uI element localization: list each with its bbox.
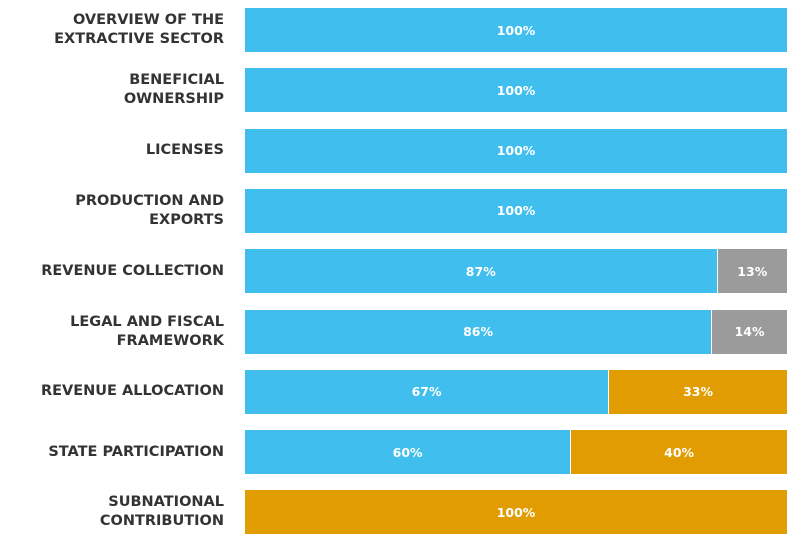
bar-segment: 100% xyxy=(245,8,787,52)
value-label: 100% xyxy=(496,82,536,98)
category-label: OVERVIEW OF THE EXTRACTIVE SECTOR xyxy=(54,12,224,47)
bar-segment: 100% xyxy=(245,490,787,534)
bar-segment: 100% xyxy=(245,128,787,173)
category-label: REVENUE COLLECTION xyxy=(41,262,224,279)
bar-segment: 100% xyxy=(245,188,787,233)
bar-segment: 86% xyxy=(245,309,712,354)
bar-segment: 40% xyxy=(570,430,787,475)
bar-segment: 67% xyxy=(245,369,609,414)
value-label: 40% xyxy=(664,444,695,460)
bar-segment: 13% xyxy=(716,249,787,294)
bar-segment: 100% xyxy=(245,68,787,113)
bar-segment: 14% xyxy=(711,309,787,354)
value-label: 60% xyxy=(392,444,423,460)
category-label: STATE PARTICIPATION xyxy=(48,443,224,460)
bar-segment: 33% xyxy=(608,369,787,414)
category-label: PRODUCTION AND EXPORTS xyxy=(75,192,224,228)
value-label: 13% xyxy=(737,263,768,279)
value-label: 100% xyxy=(496,22,536,38)
value-label: 86% xyxy=(463,324,494,339)
category-label: SUBNATIONAL CONTRIBUTION xyxy=(99,494,224,530)
value-label: 100% xyxy=(496,143,536,159)
category-label: LICENSES xyxy=(145,142,224,159)
value-label: 33% xyxy=(683,384,714,400)
value-label: 14% xyxy=(734,324,765,339)
category-label: REVENUE ALLOCATION xyxy=(40,383,224,400)
value-label: 67% xyxy=(411,384,442,400)
value-label: 87% xyxy=(465,263,496,279)
bar-segment: 60% xyxy=(245,430,571,475)
value-label: 100% xyxy=(496,504,536,520)
category-label: LEGAL AND FISCAL FRAMEWORK xyxy=(70,313,224,349)
value-label: 100% xyxy=(496,203,536,219)
category-label: BENEFICIAL OWNERSHIP xyxy=(123,72,224,108)
bar-segment: 87% xyxy=(245,249,717,294)
